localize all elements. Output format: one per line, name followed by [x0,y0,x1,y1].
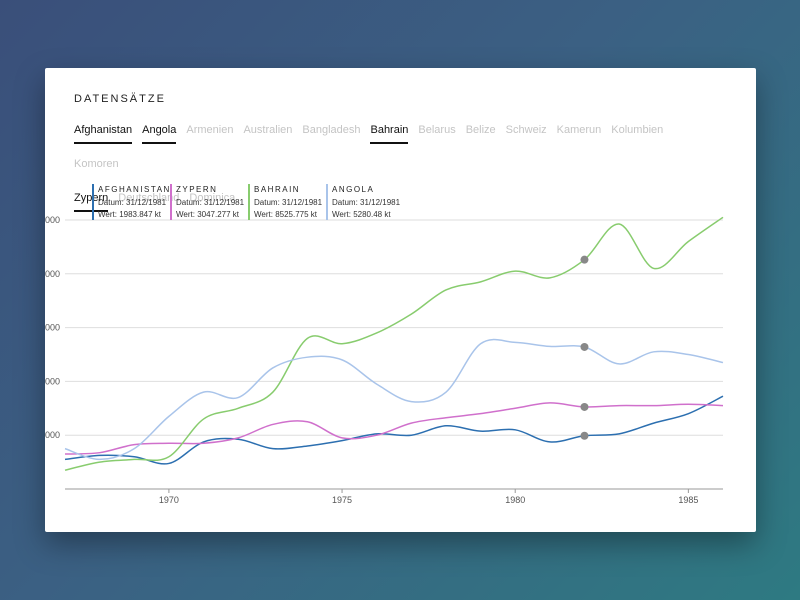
x-tick-label: 1970 [159,495,179,505]
x-tick-label: 1985 [678,495,698,505]
tooltip-value: Wert: 1983.847 kt [98,210,162,219]
y-tick-label: 8,000 [45,269,60,279]
tooltip-date: Datum: 31/12/1981 [332,198,401,207]
y-axis-ticks: 2,000 4,000 6,000 8,000 10,000 [45,215,60,440]
x-axis: 1970 1975 1980 1985 [65,488,723,505]
series-line-afghanistan [64,395,724,465]
tab-afghanistan[interactable]: Afghanistan [74,124,133,144]
tooltip-title: BAHRAIN [254,185,300,194]
tooltip-date: Datum: 31/12/1981 [254,198,323,207]
series-lines [64,216,724,471]
datasets-card: DATENSÄTZE Afghanistan Angola Armenien Aust… [45,68,756,532]
chart-grid [65,219,723,436]
tab-armenien[interactable]: Armenien [186,124,234,136]
tooltip-group: AFGHANISTAN Datum: 31/12/1981 Wert: 1983.8… [92,184,401,220]
tab-dominica[interactable]: Dominica [189,192,236,204]
tooltip-value: Wert: 5280.48 kt [332,210,391,219]
x-tick-label: 1980 [505,495,525,505]
series-line-zypern [64,402,724,455]
x-tick-label: 1975 [332,495,352,505]
series-line-angola [64,338,724,461]
tab-kamerun[interactable]: Kamerun [556,124,602,136]
line-chart: 2,0004,0006,0008,00010,000 1970197519801… [45,184,724,505]
dataset-tabs: Afghanistan Angola Armenien Australien Bangl… [74,120,714,222]
tooltip-title: ZYPERN [176,185,217,194]
highlight-points [580,255,589,440]
highlight-point [580,255,589,264]
card-title: DATENSÄTZE [74,93,166,105]
tooltip-title: ANGOLA [332,185,374,194]
highlight-point [580,342,589,351]
tooltip-title: AFGHANISTAN [98,185,171,194]
tooltip-value: Wert: 8525.775 kt [254,210,318,219]
series-line-bahrain [64,216,724,471]
tab-belarus[interactable]: Belarus [418,124,456,136]
y-tick-label: 6,000 [45,323,60,333]
highlight-point [580,402,589,411]
tab-zypern[interactable]: Zypern [74,192,109,212]
tab-komoren[interactable]: Komoren [74,158,119,170]
tooltip-value: Wert: 3047.277 kt [176,210,240,219]
y-tick-label: 10,000 [45,215,60,225]
tab-angola[interactable]: Angola [142,124,177,144]
tab-belize[interactable]: Belize [465,124,496,136]
y-tick-label: 4,000 [45,376,60,386]
tab-kolumbien[interactable]: Kolumbien [611,124,664,136]
tooltip-date: Datum: 31/12/1981 [98,198,167,207]
tab-schweiz[interactable]: Schweiz [505,124,547,136]
y-tick-label: 2,000 [45,430,60,440]
tab-australien[interactable]: Australien [243,124,293,136]
tooltip-date: Datum: 31/12/1981 [176,198,245,207]
highlight-point [580,431,589,440]
tab-deutschland[interactable]: Deutschland [118,192,180,204]
tab-bangladesh[interactable]: Bangladesh [302,124,361,136]
tab-bahrain[interactable]: Bahrain [370,124,409,144]
